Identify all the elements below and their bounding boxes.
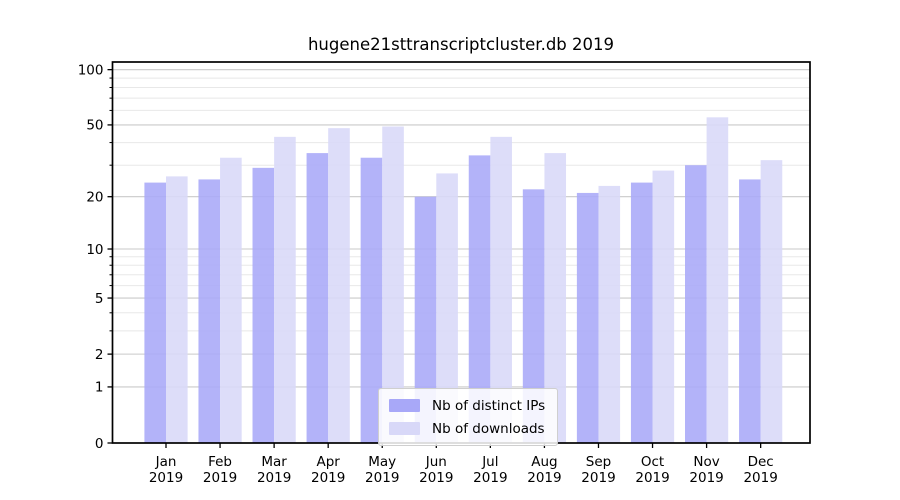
x-tick-label-month: Sep: [586, 454, 611, 470]
y-tick-label: 10: [86, 242, 103, 258]
bar-downloads: [544, 153, 567, 444]
x-tick-label-year: 2019: [311, 470, 345, 486]
x-tick-label-year: 2019: [581, 470, 615, 486]
x-tick-label-month: Mar: [261, 454, 287, 470]
y-tick-label: 100: [78, 62, 104, 78]
x-tick-label-month: Apr: [317, 454, 341, 470]
bar-distinct-ips: [144, 182, 166, 443]
bar-downloads: [652, 170, 675, 443]
x-tick-label-year: 2019: [203, 470, 237, 486]
bar-downloads: [598, 185, 621, 443]
x-tick-label-year: 2019: [257, 470, 291, 486]
x-tick-label-year: 2019: [527, 470, 561, 486]
legend-label-distinct-ips: Nb of distinct IPs: [432, 397, 546, 414]
bar-downloads: [274, 136, 296, 443]
x-tick-label-month: Feb: [208, 454, 232, 470]
y-tick-label: 1: [95, 380, 104, 396]
bar-downloads: [328, 128, 350, 443]
x-tick-label-month: Jan: [155, 454, 177, 470]
bar-downloads: [490, 136, 512, 443]
y-tick-label: 5: [95, 291, 104, 307]
bar-distinct-ips: [630, 182, 653, 443]
bar-distinct-ips: [739, 179, 761, 443]
bar-distinct-ips: [306, 153, 329, 444]
x-tick-label-year: 2019: [473, 470, 507, 486]
x-tick-label-year: 2019: [149, 470, 183, 486]
legend-label-downloads: Nb of downloads: [432, 420, 545, 437]
legend-item-distinct-ips: Nb of distinct IPs: [389, 396, 545, 415]
bar-distinct-ips: [360, 157, 383, 443]
bar-downloads: [220, 157, 242, 443]
bar-distinct-ips: [414, 196, 437, 443]
bar-distinct-ips: [522, 189, 545, 443]
x-tick-label-year: 2019: [635, 470, 669, 486]
y-tick-label: 50: [86, 118, 103, 134]
bar-downloads: [382, 126, 404, 444]
x-tick-label-month: Nov: [693, 454, 719, 470]
x-tick-label-month: Aug: [531, 454, 557, 470]
bar-downloads: [166, 176, 188, 443]
bar-distinct-ips: [576, 192, 599, 443]
bar-distinct-ips: [252, 167, 275, 443]
x-tick-label-month: Jun: [425, 454, 447, 470]
x-tick-label-year: 2019: [365, 470, 399, 486]
bar-downloads: [760, 160, 783, 443]
y-tick-label: 2: [95, 347, 104, 363]
chart-title: hugene21sttranscriptcluster.db 2019: [307, 35, 615, 54]
bar-distinct-ips: [685, 165, 707, 443]
y-tick-label: 0: [95, 436, 104, 452]
bar-downloads: [436, 173, 458, 443]
x-tick-label-month: Dec: [748, 454, 774, 470]
bar-downloads: [706, 117, 729, 443]
legend-swatch-distinct-ips: [389, 399, 420, 412]
x-tick-label-year: 2019: [419, 470, 453, 486]
bar-distinct-ips: [198, 179, 221, 443]
legend-swatch-downloads: [389, 422, 420, 435]
x-tick-label-month: Jul: [481, 454, 498, 470]
bar-distinct-ips: [468, 155, 491, 443]
legend-item-downloads: Nb of downloads: [389, 419, 545, 438]
legend: Nb of distinct IPs Nb of downloads: [378, 388, 559, 446]
x-tick-label-year: 2019: [689, 470, 723, 486]
y-tick-label: 20: [86, 189, 103, 205]
x-tick-label-year: 2019: [743, 470, 777, 486]
x-tick-label-month: Oct: [641, 454, 664, 470]
x-tick-label-month: May: [368, 454, 396, 470]
